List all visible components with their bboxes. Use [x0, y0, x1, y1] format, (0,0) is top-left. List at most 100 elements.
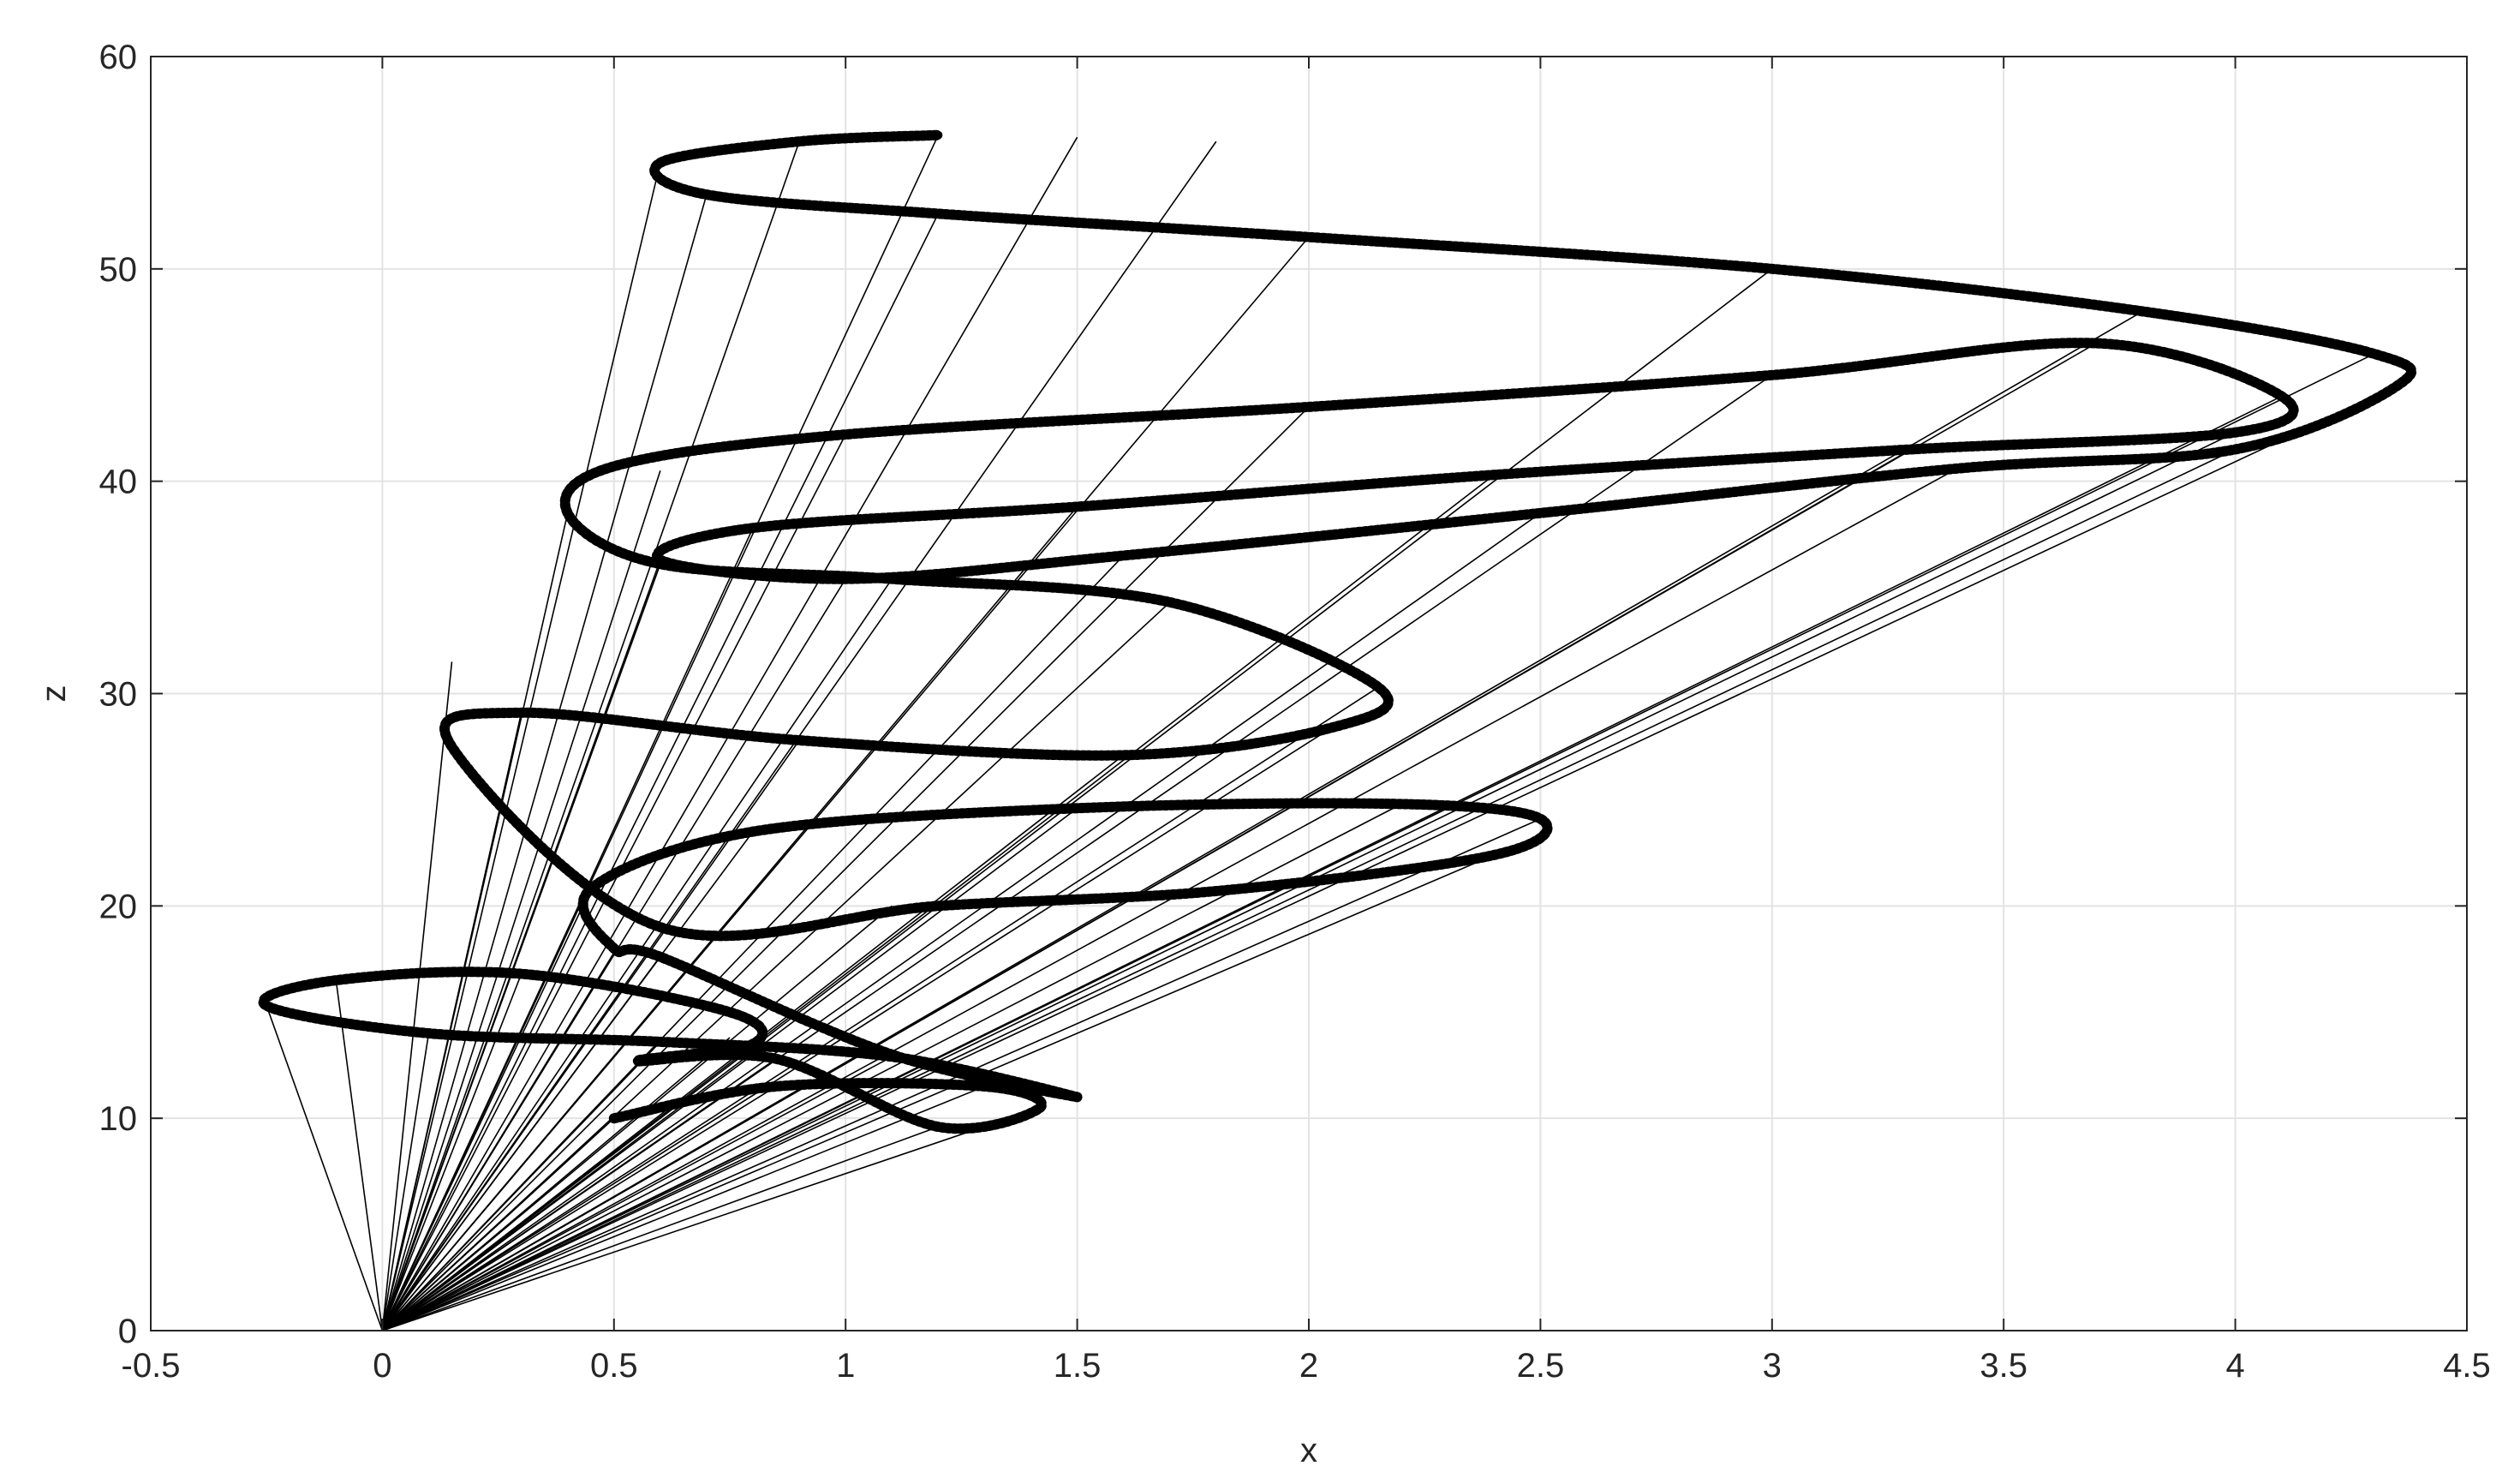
ray-line	[381, 406, 1310, 1331]
helix-point	[1953, 464, 1962, 473]
helix-point	[447, 742, 457, 751]
helix-point	[749, 827, 757, 836]
ray-line	[381, 162, 661, 1331]
helix-point	[749, 524, 757, 533]
helix-point	[1165, 597, 1174, 607]
helix-point	[2277, 392, 2286, 401]
helix-point	[2230, 445, 2240, 454]
helix-point	[749, 1039, 757, 1049]
y-tick-label: 30	[99, 676, 138, 714]
ray-line	[381, 727, 1333, 1331]
helix-point	[331, 976, 341, 985]
y-tick-label: 0	[118, 1313, 137, 1350]
helix-point	[841, 430, 851, 440]
helix-point	[1907, 445, 1915, 454]
helix-point	[1072, 502, 1082, 512]
x-tick-label: 0.5	[590, 1347, 638, 1385]
x-tick-label: 0	[373, 1347, 391, 1385]
helix-point	[934, 209, 943, 218]
helix-point	[609, 943, 618, 953]
x-tick-label: 1	[836, 1347, 855, 1385]
helix-point	[2369, 350, 2379, 358]
ray-line	[381, 434, 846, 1331]
helix-point	[1119, 551, 1128, 560]
helix-point	[1328, 723, 1336, 733]
helix-point	[1072, 1092, 1082, 1102]
x-tick-label: 3	[1763, 1347, 1782, 1385]
helix-point	[632, 1056, 642, 1066]
ray-line	[381, 1032, 430, 1331]
x-tick-label: 2.5	[1517, 1347, 1565, 1385]
x-tick-label: 4.5	[2443, 1347, 2491, 1385]
y-tick-label: 50	[99, 251, 138, 289]
helix-point	[1072, 804, 1082, 813]
helix-point	[2230, 428, 2240, 437]
helix-point	[655, 158, 665, 167]
x-tick-label: 1.5	[1054, 1347, 1102, 1385]
x-tick-label: 2	[1299, 1347, 1318, 1385]
helix-point	[1374, 683, 1383, 692]
helix-point	[772, 1082, 781, 1091]
ray-line	[381, 374, 1773, 1331]
helix-point	[2138, 307, 2147, 316]
ray-line	[335, 979, 384, 1331]
helix-point	[563, 508, 572, 518]
ray-line	[381, 213, 940, 1331]
helix-point	[609, 1114, 618, 1123]
ray-line	[382, 1107, 1041, 1331]
ray-line	[381, 512, 1541, 1331]
helix-point	[262, 1001, 272, 1010]
ray-line	[381, 141, 800, 1331]
ray-line	[382, 854, 1495, 1331]
helix-point	[795, 736, 804, 745]
helix-point	[702, 190, 711, 200]
helix-series-core	[260, 132, 2415, 1132]
helix-point	[655, 1037, 665, 1046]
y-tick-label: 40	[99, 464, 138, 501]
ray-line	[381, 1086, 777, 1331]
helix-point	[934, 130, 943, 140]
helix-point	[1397, 799, 1406, 809]
ray-line	[381, 194, 708, 1331]
ray-line	[382, 448, 2236, 1331]
helix-point	[772, 1054, 781, 1063]
helix-point	[586, 884, 595, 894]
ray-lines	[266, 135, 2398, 1331]
x-tick-labels: -0.5 0 0.5 1 1.5 2 2.5 3 3.5 4 4.5	[122, 1347, 2491, 1385]
ray-line	[381, 554, 1125, 1331]
helix-point	[517, 969, 526, 978]
helix-point	[887, 574, 897, 583]
helix-point	[934, 901, 943, 911]
helix-point	[934, 1122, 943, 1132]
x-tick-label: 3.5	[1980, 1347, 2027, 1385]
helix-point	[887, 1050, 897, 1059]
helix-point	[795, 137, 804, 147]
helix-point	[1767, 264, 1777, 273]
ray-line	[381, 807, 1078, 1331]
ray-line	[381, 686, 1379, 1331]
ray-line	[266, 1005, 384, 1331]
ray-line	[382, 385, 2398, 1331]
helix-point	[726, 1008, 734, 1017]
y-tick-label: 60	[99, 39, 138, 76]
helix-point	[1305, 402, 1313, 411]
ray-line	[381, 470, 661, 1331]
helix-point	[1536, 814, 1545, 823]
helix-point	[1490, 470, 1499, 480]
ray-line	[381, 512, 569, 1331]
helix-curve	[258, 129, 2417, 1134]
helix-point	[424, 1029, 433, 1038]
helix-point	[517, 708, 526, 717]
y-axis-label: z	[35, 685, 73, 703]
helix-point	[655, 555, 665, 565]
helix-point	[655, 923, 665, 932]
helix-point	[2392, 381, 2402, 391]
helix-point	[2092, 338, 2101, 348]
helix-point	[841, 574, 851, 583]
ray-line	[381, 559, 661, 1331]
helix-point	[1211, 887, 1221, 895]
ray-line	[381, 135, 940, 1331]
axis-ticks	[150, 56, 2468, 1331]
ray-line	[382, 1126, 939, 1331]
